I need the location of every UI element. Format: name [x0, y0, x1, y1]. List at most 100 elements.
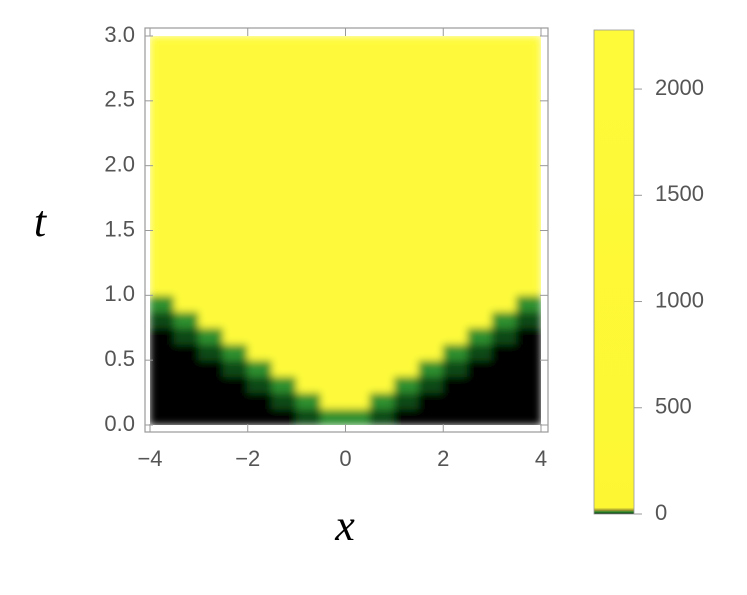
x-tick-label: −2 — [235, 446, 260, 471]
colorbar-tick-label: 1500 — [655, 181, 704, 206]
y-tick-label: 1.5 — [104, 216, 135, 241]
cell — [271, 294, 298, 313]
cell — [173, 359, 200, 377]
cell — [491, 311, 518, 329]
cell — [345, 294, 371, 313]
cell — [198, 294, 224, 313]
cell — [393, 311, 420, 329]
cell — [345, 359, 371, 377]
cell — [442, 408, 469, 425]
cell — [418, 294, 444, 313]
cell — [198, 327, 224, 345]
cell — [247, 359, 273, 377]
cell — [271, 327, 298, 345]
cell — [491, 294, 518, 313]
cell — [173, 408, 200, 425]
cell — [222, 359, 249, 377]
cell — [467, 343, 493, 361]
cell — [393, 36, 420, 280]
cell — [320, 375, 346, 394]
cell — [247, 278, 273, 296]
cell — [369, 408, 395, 425]
cell — [247, 392, 273, 410]
cell — [222, 327, 249, 345]
cell — [467, 359, 493, 377]
cell — [320, 327, 346, 345]
cell — [418, 359, 444, 377]
x-tick-label: 2 — [437, 446, 449, 471]
cell — [516, 375, 541, 394]
cell — [442, 311, 469, 329]
x-tick-label: 0 — [339, 446, 351, 471]
cell — [491, 359, 518, 377]
cell — [491, 36, 518, 280]
y-tick-label: 0.5 — [104, 346, 135, 371]
x-tick-label: −4 — [137, 446, 162, 471]
cell — [150, 36, 175, 280]
cell — [516, 408, 541, 425]
cell — [320, 311, 346, 329]
cell — [247, 36, 273, 280]
cell — [442, 36, 469, 280]
cell — [467, 327, 493, 345]
cell — [418, 311, 444, 329]
cell — [320, 343, 346, 361]
cell — [320, 392, 346, 410]
cell — [247, 375, 273, 394]
cell — [393, 408, 420, 425]
cell — [418, 278, 444, 296]
cell — [393, 392, 420, 410]
cell — [393, 294, 420, 313]
cell — [369, 36, 395, 280]
cell — [247, 311, 273, 329]
cell — [491, 375, 518, 394]
cell — [247, 408, 273, 425]
y-tick-label: 2.0 — [104, 151, 135, 176]
cell — [222, 278, 249, 296]
cell — [491, 327, 518, 345]
cell — [320, 408, 346, 425]
cell — [150, 408, 175, 425]
cell — [271, 359, 298, 377]
cell — [150, 392, 175, 410]
x-tick-label: 4 — [535, 446, 547, 471]
cell — [222, 408, 249, 425]
cell — [467, 36, 493, 280]
cell — [418, 375, 444, 394]
cell — [345, 36, 371, 280]
cell — [296, 375, 322, 394]
cell — [222, 311, 249, 329]
cell — [271, 392, 298, 410]
colorbar-tick-label: 2000 — [655, 75, 704, 100]
cell — [369, 343, 395, 361]
cell — [369, 392, 395, 410]
cell — [393, 359, 420, 377]
cell — [271, 36, 298, 280]
cell — [369, 375, 395, 394]
cell — [442, 327, 469, 345]
cell — [173, 278, 200, 296]
colorbar-tick-label: 0 — [655, 500, 667, 525]
cell — [296, 359, 322, 377]
y-tick-label: 3.0 — [104, 22, 135, 47]
cell — [516, 311, 541, 329]
cell — [491, 408, 518, 425]
cell — [467, 392, 493, 410]
cell — [393, 278, 420, 296]
cell — [345, 392, 371, 410]
cell — [150, 375, 175, 394]
cell — [467, 311, 493, 329]
cell — [150, 359, 175, 377]
cell — [271, 343, 298, 361]
cell — [442, 392, 469, 410]
cell — [222, 375, 249, 394]
cell — [442, 359, 469, 377]
cell — [296, 294, 322, 313]
cell — [418, 36, 444, 280]
cell — [467, 294, 493, 313]
cells — [150, 36, 541, 425]
cell — [467, 375, 493, 394]
y-tick-label: 1.0 — [104, 281, 135, 306]
cell — [173, 311, 200, 329]
y-axis-label: t — [34, 197, 48, 246]
